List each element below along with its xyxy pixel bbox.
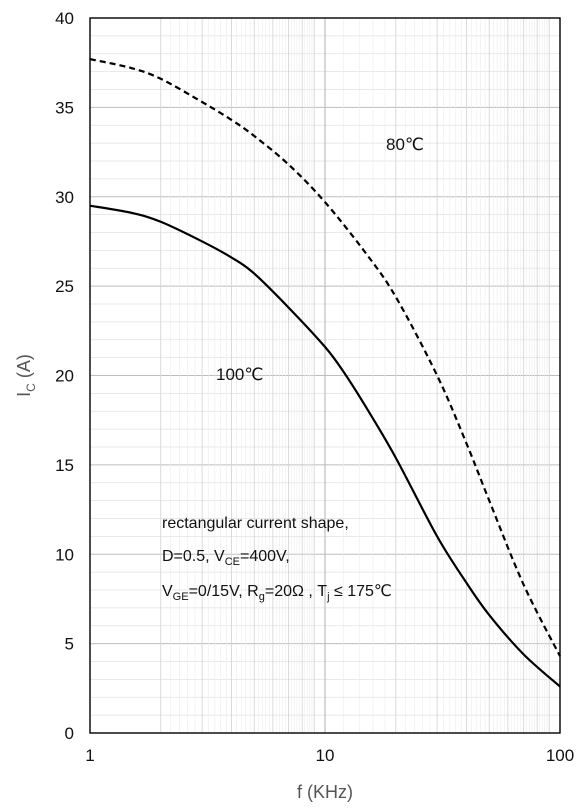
- annot3-sub2: g: [259, 591, 265, 603]
- y-tick-label: 30: [55, 188, 74, 207]
- y-tick-label: 5: [65, 635, 74, 654]
- y-axis-label: IC (A): [14, 354, 38, 397]
- y-axis-label-unit: (A): [14, 354, 34, 383]
- annotation-line-2: D=0.5, VCE=400V,: [162, 548, 290, 568]
- series-label-80c: 80℃: [386, 135, 424, 154]
- x-tick-label: 100: [546, 746, 574, 765]
- annot3-c: =0/15V, R: [189, 583, 259, 600]
- annot2-a: D=0.5, V: [162, 548, 225, 565]
- x-tick-labels: 1 10 100: [85, 746, 574, 765]
- series-line-100c: [89, 204, 561, 688]
- y-tick-label: 40: [55, 9, 74, 28]
- annot2-c: =400V,: [240, 548, 290, 565]
- annot2-sub: CE: [225, 556, 240, 568]
- y-tick-labels: 0 5 10 15 20 25 30 35 40: [55, 9, 74, 743]
- annot3-e: =20Ω , T: [265, 583, 327, 600]
- grid: [90, 18, 560, 733]
- y-tick-label: 10: [55, 545, 74, 564]
- y-tick-label: 20: [55, 367, 74, 386]
- annot3-g: ≤ 175℃: [330, 583, 392, 600]
- y-tick-label: 35: [55, 98, 74, 117]
- y-tick-label: 0: [65, 724, 74, 743]
- y-axis-label-main: I: [14, 392, 34, 397]
- annot3-a: V: [162, 583, 173, 600]
- annotation-line-3: VGE=0/15V, Rg=20Ω , Tj ≤ 175℃: [162, 583, 392, 603]
- curves: [89, 58, 561, 688]
- annotation-line-1: rectangular current shape,: [162, 515, 349, 532]
- y-tick-label: 15: [55, 456, 74, 475]
- annot3-sub3: j: [326, 591, 329, 603]
- series-line-80c: [89, 58, 561, 657]
- y-axis-label-sub: C: [24, 383, 38, 392]
- series-label-100c: 100℃: [216, 365, 263, 384]
- x-tick-label: 10: [316, 746, 335, 765]
- annot3-sub1: GE: [173, 591, 189, 603]
- y-tick-label: 25: [55, 277, 74, 296]
- x-axis-label: f (KHz): [297, 782, 353, 802]
- x-tick-label: 1: [85, 746, 94, 765]
- plot-frame: [89, 17, 561, 734]
